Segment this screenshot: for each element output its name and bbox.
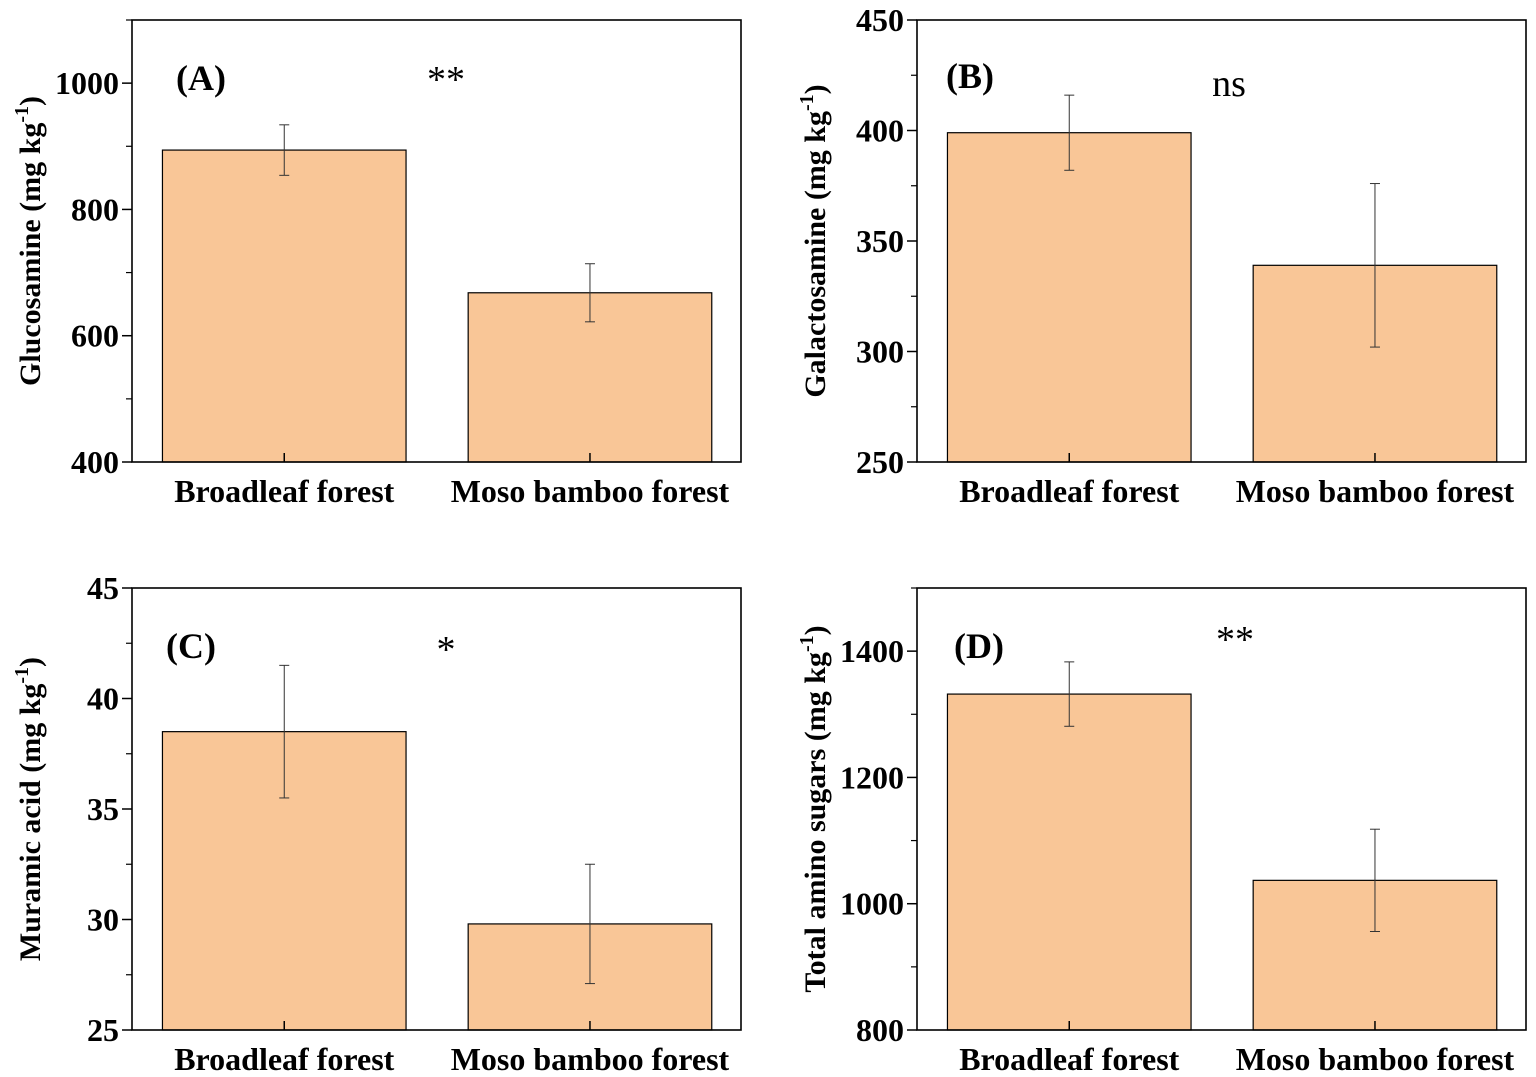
- y-axis-title-main: Glucosamine (mg kg: [14, 123, 47, 386]
- y-tick-label: 800: [856, 1012, 904, 1048]
- error-bar-broadleaf: [1064, 94, 1075, 171]
- y-axis-title: Glucosamine (mg kg-1): [11, 96, 47, 386]
- panel-label: (C): [166, 626, 216, 666]
- panel-b: Broadleaf forest Moso bamboo forest 250 300…: [796, 2, 1527, 509]
- panel-label: (D): [954, 626, 1004, 666]
- error-bar-broadleaf: [279, 664, 290, 799]
- x-tick-label: Moso bamboo forest: [451, 1041, 730, 1077]
- y-axis-title-main: Galactosamine (mg kg: [799, 111, 832, 398]
- bar-broadleaf: [946, 132, 1192, 463]
- error-bar-moso-bamboo: [584, 863, 595, 985]
- y-axis-title: Muramic acid (mg kg-1): [11, 657, 47, 961]
- y-axis-title: Total amino sugars (mg kg-1): [796, 625, 832, 992]
- y-axis-title-main: Muramic acid (mg kg: [14, 684, 47, 961]
- y-tick-label: 25: [87, 1012, 119, 1048]
- x-tick-label: Broadleaf forest: [959, 473, 1179, 509]
- y-tick-label: 1200: [840, 759, 904, 795]
- y-tick-label: 400: [71, 444, 119, 480]
- y-tick-label: 1000: [840, 886, 904, 922]
- y-axis-title-superscript: -1: [11, 667, 33, 684]
- y-axis-title-end: ): [799, 625, 832, 635]
- x-tick-label: Moso bamboo forest: [451, 473, 730, 509]
- panel-a: Broadleaf forest Moso bamboo forest 400 600…: [11, 19, 742, 509]
- error-bar-broadleaf: [1064, 661, 1075, 727]
- y-axis-title-main: Total amino sugars (mg kg: [799, 652, 832, 993]
- error-bar-moso-bamboo: [1369, 828, 1380, 932]
- error-bar-broadleaf: [279, 124, 290, 176]
- x-tick-label: Moso bamboo forest: [1236, 473, 1515, 509]
- y-axis-title-superscript: -1: [796, 94, 818, 111]
- x-tick-label: Broadleaf forest: [174, 1041, 394, 1077]
- significance-label: **: [1216, 619, 1254, 661]
- bar-broadleaf: [161, 149, 407, 463]
- x-tick-label: Broadleaf forest: [174, 473, 394, 509]
- y-axis-title: Galactosamine (mg kg-1): [796, 84, 832, 397]
- y-axis-title-end: ): [14, 657, 47, 667]
- y-axis-title-superscript: -1: [796, 635, 818, 652]
- y-axis-title-end: ): [799, 84, 832, 94]
- y-tick-label: 600: [71, 318, 119, 354]
- y-tick-label: 250: [856, 444, 904, 480]
- panel-label: (A): [176, 58, 226, 98]
- y-tick-label: 45: [87, 570, 119, 606]
- bar-broadleaf: [946, 693, 1192, 1031]
- panel-d: Broadleaf forest Moso bamboo forest 800 100…: [796, 587, 1527, 1077]
- significance-label: ns: [1212, 63, 1246, 105]
- plot-frame: [916, 587, 1527, 1031]
- y-tick-label: 30: [87, 902, 119, 938]
- y-tick-label: 35: [87, 791, 119, 827]
- y-tick-label: 1400: [840, 633, 904, 669]
- y-axis-title-superscript: -1: [11, 106, 33, 123]
- significance-label: *: [437, 629, 456, 671]
- y-tick-label: 350: [856, 223, 904, 259]
- panel-label: (B): [946, 56, 994, 96]
- y-tick-label: 450: [856, 2, 904, 38]
- x-tick-label: Broadleaf forest: [959, 1041, 1179, 1077]
- y-tick-label: 1000: [55, 65, 119, 101]
- x-tick-label: Moso bamboo forest: [1236, 1041, 1515, 1077]
- panel-c: Broadleaf forest Moso bamboo forest 25 30 35…: [11, 570, 742, 1077]
- y-axis-title-end: ): [14, 96, 47, 106]
- error-bar-moso-bamboo: [1369, 183, 1380, 348]
- y-tick-label: 40: [87, 681, 119, 717]
- y-tick-label: 400: [856, 113, 904, 149]
- error-bar-moso-bamboo: [584, 263, 595, 323]
- plot-frame: [131, 19, 742, 463]
- significance-label: **: [427, 59, 465, 101]
- y-tick-label: 300: [856, 334, 904, 370]
- y-tick-label: 800: [71, 191, 119, 227]
